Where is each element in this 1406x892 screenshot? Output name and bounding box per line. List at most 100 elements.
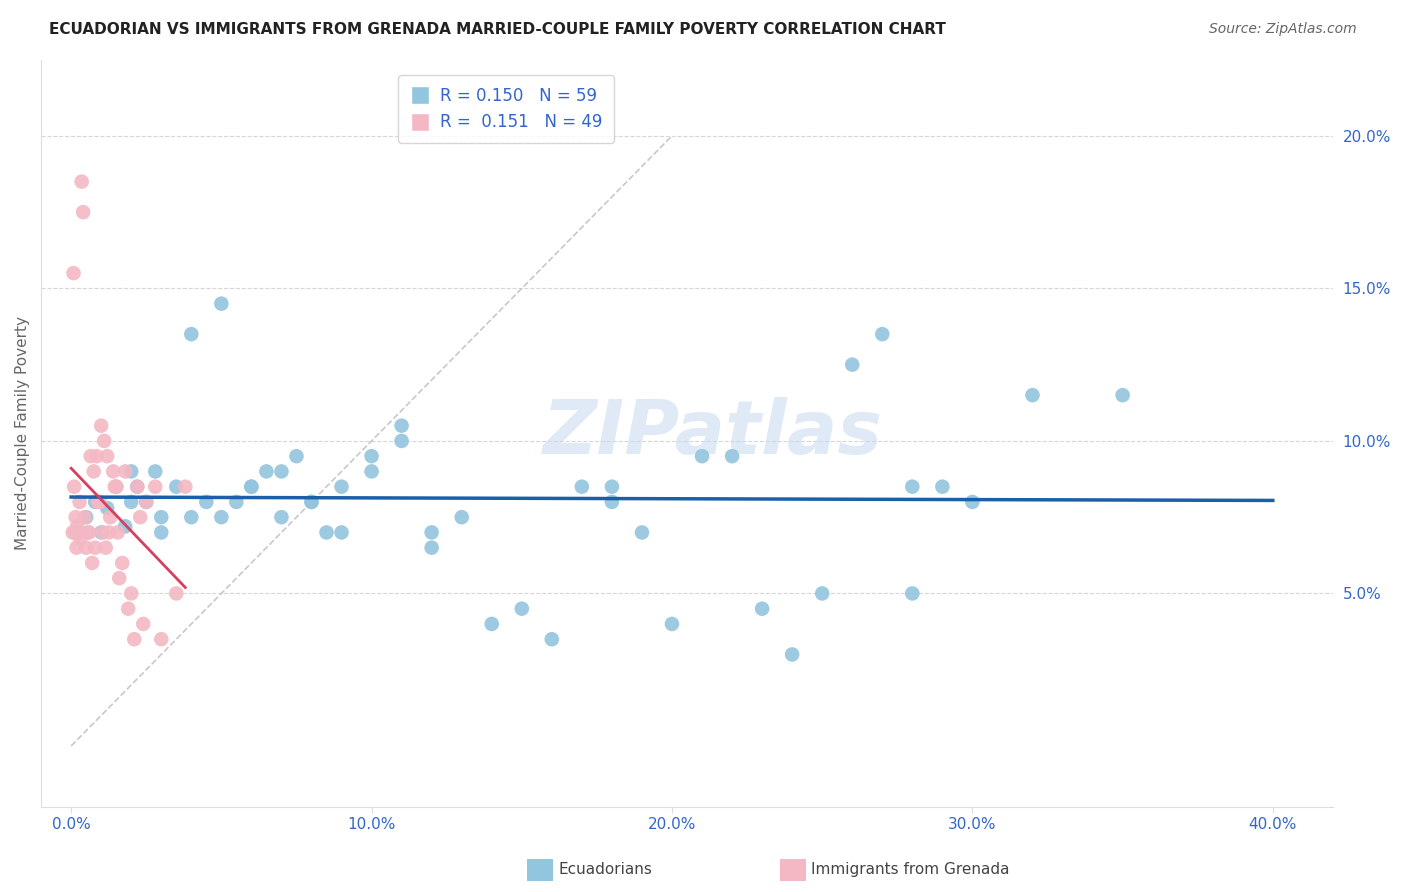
Point bbox=[540, 632, 562, 647]
Point bbox=[780, 648, 803, 662]
Legend: R = 0.150   N = 59, R =  0.151   N = 49: R = 0.150 N = 59, R = 0.151 N = 49 bbox=[398, 76, 614, 143]
Point bbox=[209, 296, 232, 310]
Point bbox=[96, 501, 118, 516]
Point bbox=[82, 556, 104, 570]
Point bbox=[72, 205, 94, 219]
Point bbox=[108, 571, 131, 585]
Point bbox=[690, 449, 713, 463]
Point bbox=[67, 525, 90, 540]
Point bbox=[510, 601, 533, 615]
Point bbox=[62, 525, 84, 540]
Point bbox=[135, 495, 157, 509]
Point bbox=[301, 495, 323, 509]
Point bbox=[65, 541, 87, 555]
Point bbox=[79, 449, 101, 463]
Point bbox=[63, 480, 86, 494]
Point bbox=[1021, 388, 1043, 402]
Y-axis label: Married-Couple Family Poverty: Married-Couple Family Poverty bbox=[15, 317, 30, 550]
Point bbox=[901, 586, 924, 600]
Point bbox=[103, 465, 125, 479]
Point bbox=[195, 495, 218, 509]
Point bbox=[600, 480, 623, 494]
Point bbox=[330, 525, 353, 540]
Point bbox=[86, 449, 108, 463]
Point bbox=[83, 465, 105, 479]
Point bbox=[165, 480, 187, 494]
Point bbox=[97, 525, 120, 540]
Point bbox=[90, 418, 112, 433]
Point bbox=[87, 495, 110, 509]
Point bbox=[360, 465, 382, 479]
Point bbox=[165, 586, 187, 600]
Point bbox=[84, 541, 107, 555]
Point bbox=[661, 616, 683, 631]
Point bbox=[105, 480, 128, 494]
Point bbox=[315, 525, 337, 540]
Point bbox=[240, 480, 263, 494]
Text: Source: ZipAtlas.com: Source: ZipAtlas.com bbox=[1209, 22, 1357, 37]
Point bbox=[254, 465, 277, 479]
Point bbox=[135, 495, 157, 509]
Point bbox=[143, 480, 166, 494]
Text: Ecuadorians: Ecuadorians bbox=[558, 863, 652, 877]
Point bbox=[420, 525, 443, 540]
Point bbox=[96, 449, 118, 463]
Point bbox=[107, 525, 129, 540]
Point bbox=[117, 601, 139, 615]
Point bbox=[174, 480, 197, 494]
Point bbox=[841, 358, 863, 372]
Point bbox=[180, 327, 202, 342]
Point bbox=[66, 525, 89, 540]
Point bbox=[180, 510, 202, 524]
Point bbox=[600, 495, 623, 509]
Point bbox=[84, 495, 107, 509]
Point bbox=[120, 495, 142, 509]
Point bbox=[285, 449, 308, 463]
Point bbox=[127, 480, 149, 494]
Point bbox=[811, 586, 834, 600]
Point bbox=[301, 495, 323, 509]
Point bbox=[150, 510, 173, 524]
Point bbox=[66, 519, 89, 533]
Point bbox=[751, 601, 773, 615]
Point bbox=[75, 541, 97, 555]
Point bbox=[962, 495, 984, 509]
Point bbox=[270, 510, 292, 524]
Point bbox=[90, 525, 112, 540]
Point bbox=[93, 434, 115, 448]
Point bbox=[931, 480, 953, 494]
Point bbox=[127, 480, 149, 494]
Point bbox=[70, 175, 93, 189]
Point bbox=[143, 465, 166, 479]
Point bbox=[105, 480, 128, 494]
Point bbox=[481, 616, 503, 631]
Point bbox=[98, 510, 121, 524]
Point bbox=[901, 480, 924, 494]
Point bbox=[129, 510, 152, 524]
Point bbox=[450, 510, 472, 524]
Point bbox=[62, 266, 84, 280]
Point bbox=[391, 434, 413, 448]
Point bbox=[122, 632, 145, 647]
Point bbox=[420, 541, 443, 555]
Point bbox=[391, 418, 413, 433]
Point bbox=[89, 495, 111, 509]
Point bbox=[75, 510, 97, 524]
Point bbox=[69, 495, 91, 509]
Point bbox=[150, 525, 173, 540]
Text: Immigrants from Grenada: Immigrants from Grenada bbox=[811, 863, 1010, 877]
Point bbox=[114, 465, 136, 479]
Point bbox=[1111, 388, 1133, 402]
Point bbox=[872, 327, 894, 342]
Point bbox=[571, 480, 593, 494]
Point bbox=[240, 480, 263, 494]
Point bbox=[132, 616, 155, 631]
Point bbox=[150, 632, 173, 647]
Point bbox=[111, 556, 134, 570]
Point bbox=[63, 525, 86, 540]
Point bbox=[631, 525, 654, 540]
Point bbox=[104, 480, 127, 494]
Point bbox=[77, 525, 100, 540]
Point bbox=[209, 510, 232, 524]
Point bbox=[225, 495, 247, 509]
